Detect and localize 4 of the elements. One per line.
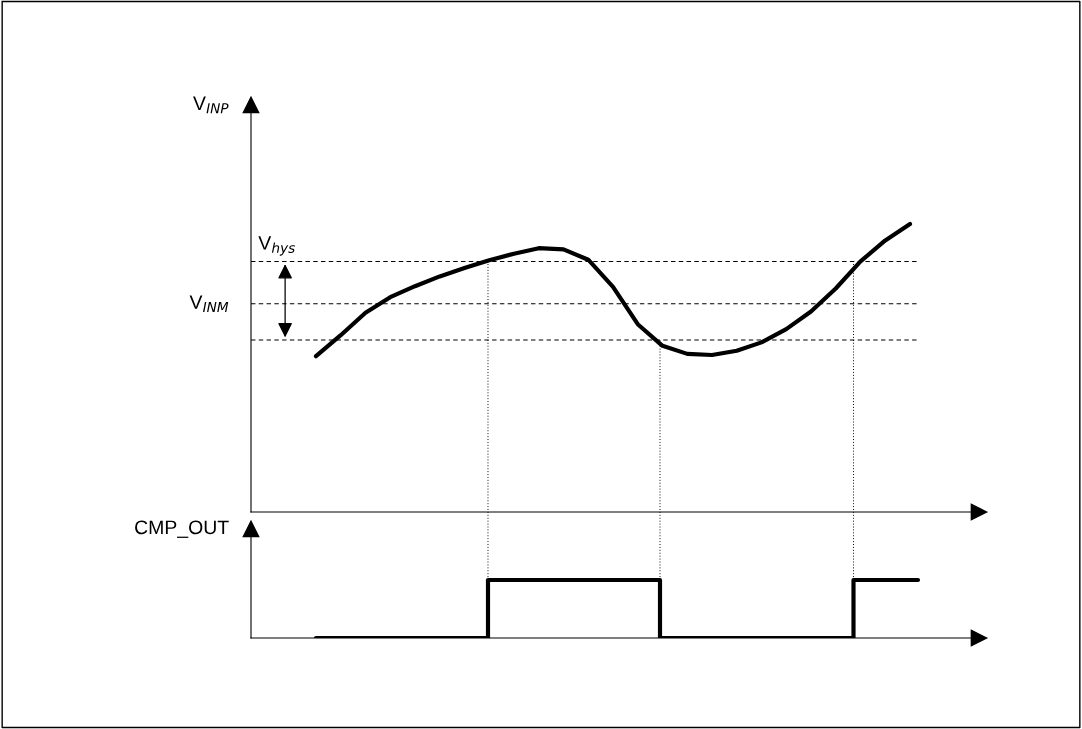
y-axis-title: CMP_OUT (135, 520, 229, 538)
y-axis-title: V$_{INP}$ (193, 96, 229, 114)
ref-line-label: V$_{hys}$ (258, 236, 295, 256)
ref-line-label: V$_{INM}$ (189, 295, 229, 312)
